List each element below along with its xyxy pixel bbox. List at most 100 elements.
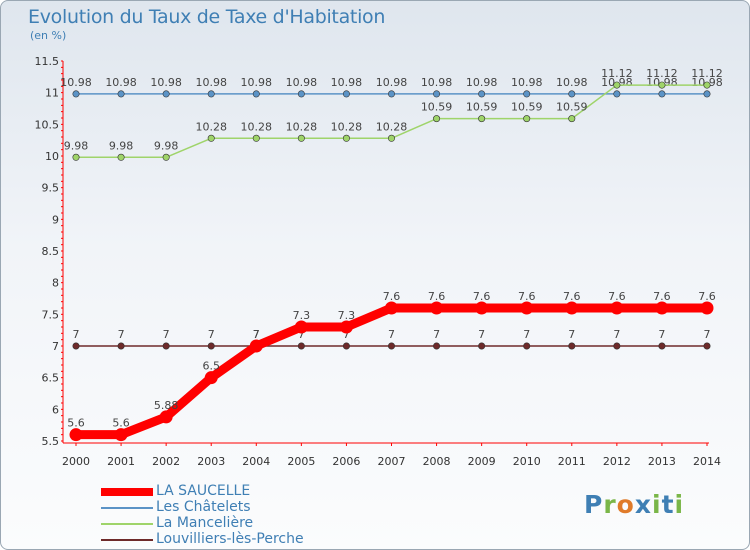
data-label-la-saucelle: 5.88 <box>154 399 179 412</box>
data-label-louvilliers-les-perche: 7 <box>298 328 305 341</box>
data-point-la-saucelle <box>700 301 714 315</box>
data-point-louvilliers-les-perche <box>478 342 486 350</box>
data-point-louvilliers-les-perche <box>342 342 350 350</box>
data-point-les-chatelets <box>478 90 486 98</box>
legend-swatch <box>101 523 153 525</box>
data-label-la-saucelle: 7 <box>253 328 260 341</box>
data-point-les-chatelets <box>207 90 215 98</box>
data-point-la-manceliere <box>207 134 215 142</box>
data-point-les-chatelets <box>568 90 576 98</box>
data-point-la-saucelle <box>520 301 534 315</box>
data-label-louvilliers-les-perche: 7 <box>433 328 440 341</box>
data-point-la-manceliere <box>523 115 531 123</box>
data-label-la-manceliere: 11.12 <box>601 67 633 80</box>
x-tick-label: 2002 <box>152 455 180 468</box>
data-point-la-saucelle <box>430 301 444 315</box>
y-tick-label: 6.5 <box>42 372 60 385</box>
data-label-les-chatelets: 10.98 <box>331 76 363 89</box>
y-tick-label: 11.5 <box>35 55 60 68</box>
data-label-les-chatelets: 10.98 <box>60 76 92 89</box>
data-label-les-chatelets: 10.98 <box>556 76 588 89</box>
data-point-louvilliers-les-perche <box>117 342 125 350</box>
data-point-la-manceliere <box>117 153 125 161</box>
data-label-la-saucelle: 5.6 <box>112 417 130 430</box>
data-label-les-chatelets: 10.98 <box>376 76 408 89</box>
data-point-louvilliers-les-perche <box>387 342 395 350</box>
data-label-louvilliers-les-perche: 7 <box>568 328 575 341</box>
data-label-les-chatelets: 10.98 <box>195 76 227 89</box>
data-label-la-saucelle: 7.3 <box>293 309 311 322</box>
logo-letter: o <box>616 490 635 519</box>
x-tick-label: 2003 <box>197 455 225 468</box>
data-label-la-saucelle: 7.6 <box>383 290 401 303</box>
data-label-la-manceliere: 10.59 <box>556 101 588 114</box>
y-tick-label: 8 <box>52 277 59 290</box>
legend-swatch <box>101 488 153 496</box>
data-point-la-saucelle <box>655 301 669 315</box>
y-axis-unit-label: (en %) <box>30 29 67 42</box>
legend-swatch <box>101 507 153 509</box>
data-point-louvilliers-les-perche <box>72 342 80 350</box>
data-label-les-chatelets: 10.98 <box>421 76 453 89</box>
data-label-louvilliers-les-perche: 7 <box>388 328 395 341</box>
data-label-louvilliers-les-perche: 7 <box>613 328 620 341</box>
data-point-la-saucelle <box>69 428 83 442</box>
data-label-louvilliers-les-perche: 7 <box>208 328 215 341</box>
x-tick-label: 2014 <box>693 455 721 468</box>
legend-swatch <box>101 539 153 541</box>
data-point-la-manceliere <box>162 153 170 161</box>
data-point-louvilliers-les-perche <box>207 342 215 350</box>
data-point-la-manceliere <box>703 81 711 89</box>
data-point-la-saucelle <box>204 371 218 385</box>
x-tick-label: 2008 <box>423 455 451 468</box>
data-point-louvilliers-les-perche <box>433 342 441 350</box>
y-tick-label: 8.5 <box>42 245 60 258</box>
x-tick-label: 2013 <box>648 455 676 468</box>
data-label-les-chatelets: 10.98 <box>286 76 318 89</box>
legend-label: LA SAUCELLE <box>156 483 251 499</box>
x-tick-label: 2012 <box>603 455 631 468</box>
data-label-la-manceliere: 10.59 <box>466 101 498 114</box>
data-label-louvilliers-les-perche: 7 <box>118 328 125 341</box>
data-label-la-saucelle: 7.6 <box>428 290 446 303</box>
x-tick-label: 2004 <box>242 455 270 468</box>
data-point-la-manceliere <box>72 153 80 161</box>
data-point-les-chatelets <box>162 90 170 98</box>
logo-letter: i <box>674 490 685 519</box>
legend-label: Les Châtelets <box>156 499 251 515</box>
proxiti-logo: Proxiti <box>584 490 684 519</box>
data-point-la-manceliere <box>568 115 576 123</box>
data-label-louvilliers-les-perche: 7 <box>523 328 530 341</box>
data-label-la-manceliere: 10.28 <box>331 120 363 133</box>
y-tick-label: 5.5 <box>42 435 60 448</box>
data-point-la-manceliere <box>433 115 441 123</box>
data-label-la-manceliere: 9.98 <box>64 139 89 152</box>
data-label-la-saucelle: 6.5 <box>202 360 220 373</box>
data-point-les-chatelets <box>252 90 260 98</box>
data-point-la-manceliere <box>297 134 305 142</box>
data-point-les-chatelets <box>297 90 305 98</box>
data-label-la-saucelle: 7.6 <box>518 290 536 303</box>
data-label-la-saucelle: 7.6 <box>653 290 671 303</box>
data-point-louvilliers-les-perche <box>568 342 576 350</box>
data-point-les-chatelets <box>117 90 125 98</box>
x-tick-label: 2011 <box>558 455 586 468</box>
data-point-la-manceliere <box>342 134 350 142</box>
data-label-la-manceliere: 10.28 <box>376 120 408 133</box>
data-point-louvilliers-les-perche <box>523 342 531 350</box>
data-point-louvilliers-les-perche <box>703 342 711 350</box>
data-label-les-chatelets: 10.98 <box>511 76 543 89</box>
data-point-la-manceliere <box>658 81 666 89</box>
data-point-la-saucelle <box>159 410 173 424</box>
y-tick-label: 9 <box>52 213 59 226</box>
logo-letter: t <box>661 490 675 519</box>
data-label-louvilliers-les-perche: 7 <box>253 328 260 341</box>
x-tick-label: 2005 <box>287 455 315 468</box>
data-label-la-manceliere: 10.59 <box>511 101 543 114</box>
data-point-les-chatelets <box>658 90 666 98</box>
data-point-les-chatelets <box>703 90 711 98</box>
data-point-louvilliers-les-perche <box>658 342 666 350</box>
x-tick-label: 2007 <box>378 455 406 468</box>
data-point-la-saucelle <box>294 320 308 334</box>
